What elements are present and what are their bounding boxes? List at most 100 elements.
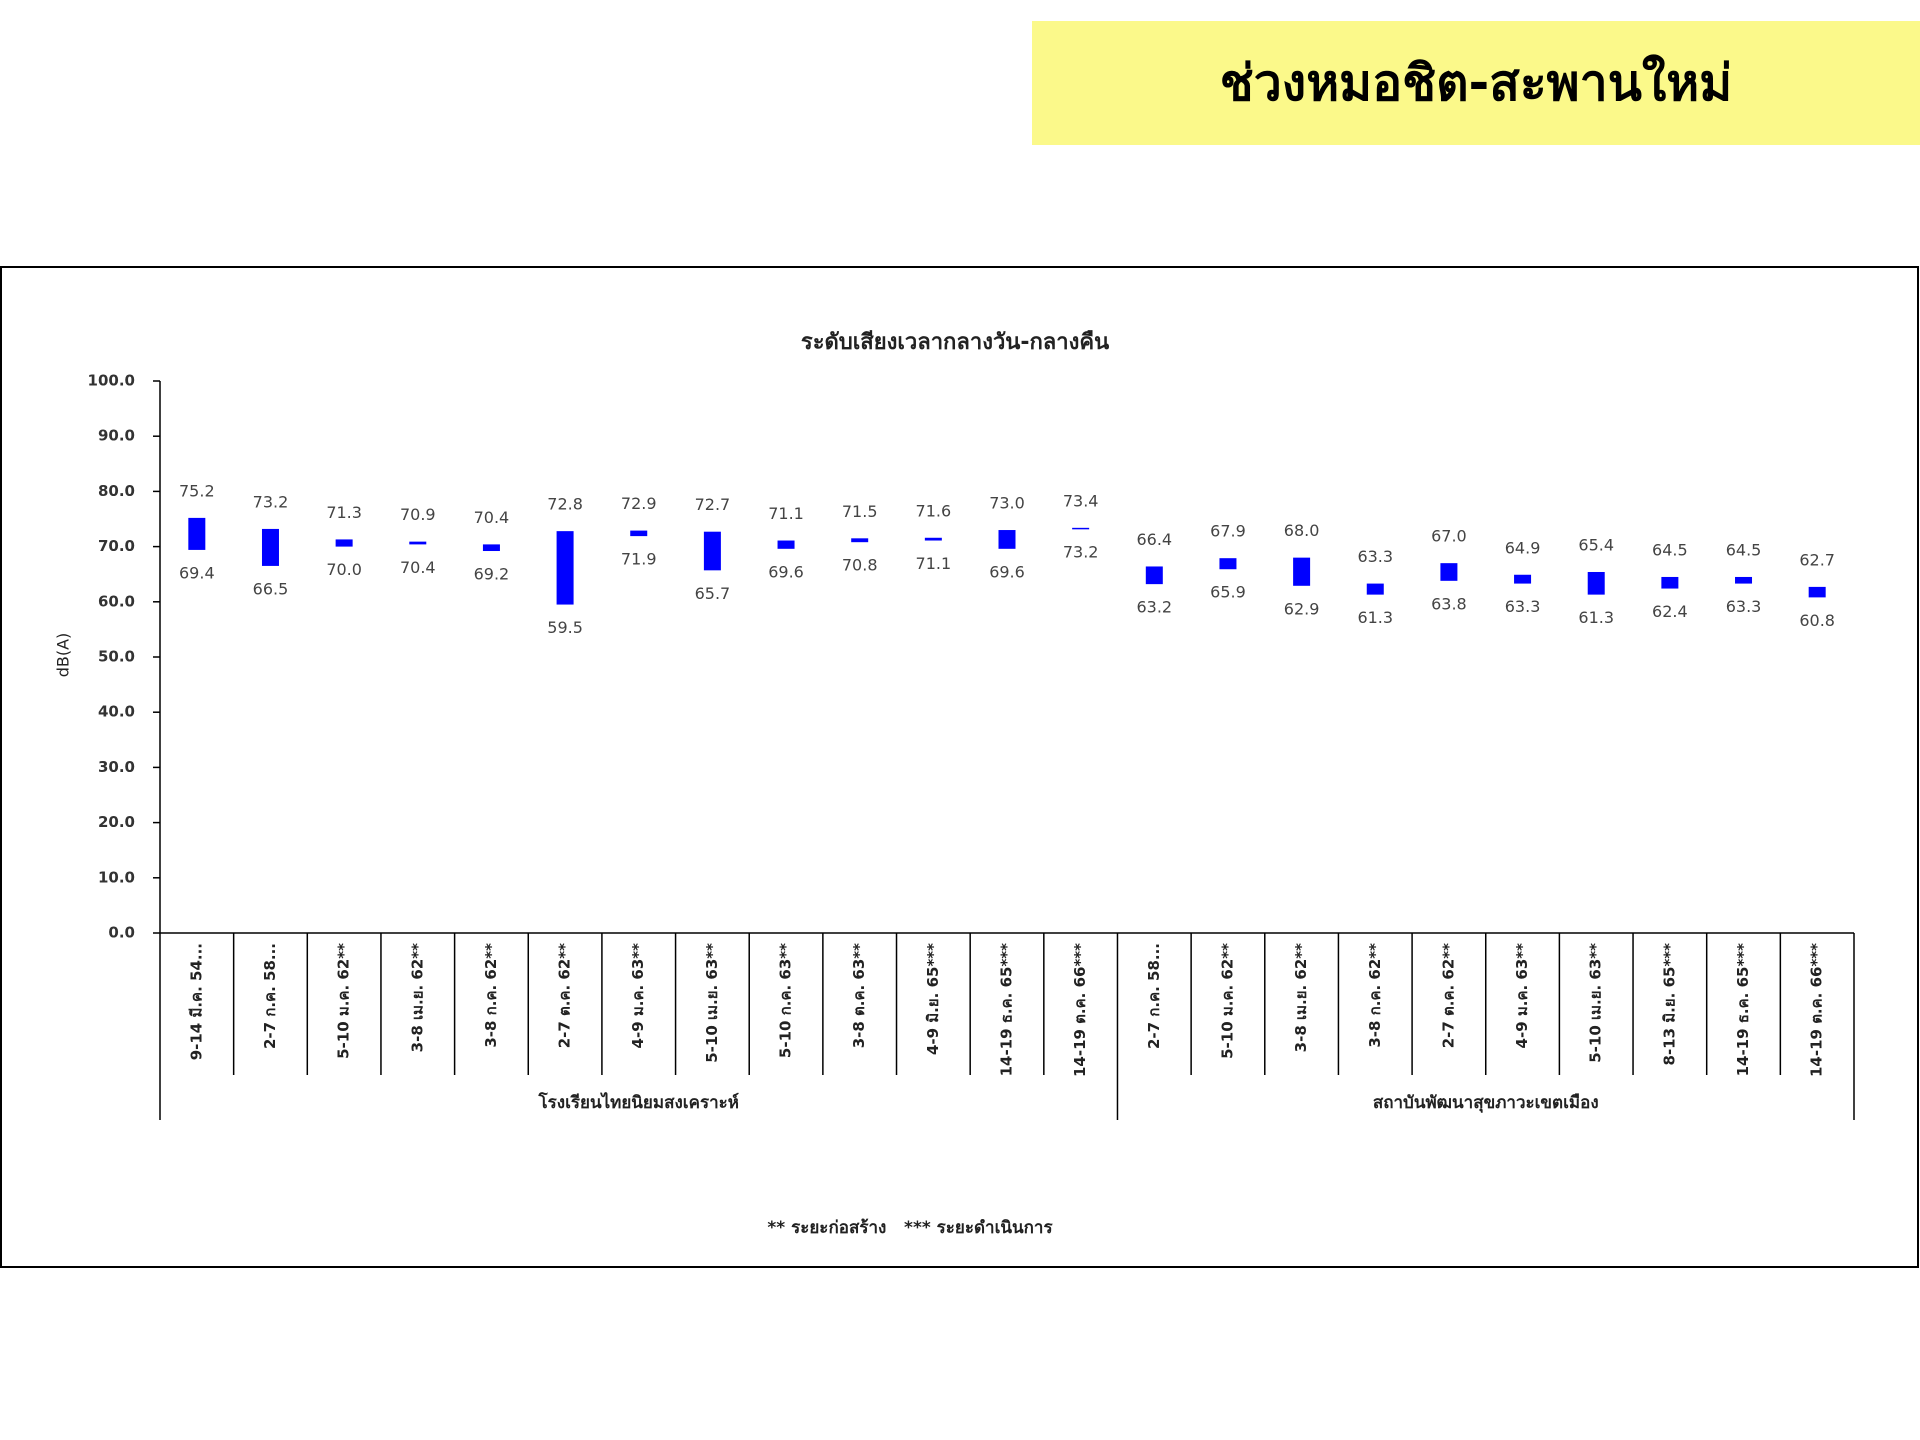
page-title: ช่วงหมอชิต-สะพานใหม่ [1219, 53, 1733, 112]
x-tick-label: 2-7 ต.ค. 62** [556, 943, 574, 1048]
range-bar [1440, 563, 1458, 581]
high-label: 68.0 [1284, 521, 1320, 540]
range-bar [1735, 576, 1753, 584]
y-tick-label: 50.0 [98, 648, 135, 666]
low-label: 69.2 [474, 565, 510, 584]
range-bar [482, 544, 500, 552]
low-label: 69.6 [768, 562, 804, 581]
high-label: 65.4 [1578, 535, 1614, 554]
low-label: 62.9 [1284, 599, 1320, 618]
range-bar [409, 541, 427, 545]
range-bar [1293, 557, 1311, 586]
high-label: 73.2 [253, 492, 289, 511]
range-bar [335, 539, 353, 547]
y-tick-label: 20.0 [98, 813, 135, 831]
low-label: 73.2 [1063, 542, 1099, 561]
range-bar [630, 530, 648, 537]
x-tick-label: 5-10 ม.ค. 62** [335, 943, 353, 1059]
legend-note: ** ระยะก่อสร้าง *** ระยะดำเนินการ [767, 1218, 1053, 1238]
group-label: สถาบันพัฒนาสุขภาวะเขตเมือง [1373, 1092, 1599, 1113]
high-label: 71.5 [842, 502, 878, 521]
x-tick-label: 3-8 ก.ค. 62** [482, 943, 500, 1048]
y-tick-label: 90.0 [98, 427, 135, 445]
range-bar [1366, 583, 1384, 595]
low-label: 71.9 [621, 550, 657, 569]
y-tick-label: 0.0 [108, 924, 135, 942]
high-label: 64.5 [1652, 540, 1688, 559]
high-label: 70.9 [400, 505, 436, 524]
range-bar [1514, 574, 1532, 584]
range-bar [998, 530, 1016, 549]
high-label: 63.3 [1357, 547, 1393, 566]
low-label: 61.3 [1357, 608, 1393, 627]
high-label: 73.0 [989, 494, 1025, 513]
range-bar [261, 528, 279, 566]
x-tick-label: 5-10 ก.ค. 63** [777, 943, 795, 1058]
low-label: 62.4 [1652, 602, 1688, 621]
low-label: 70.0 [326, 560, 362, 579]
x-tick-label: 3-8 ต.ค. 63** [850, 943, 868, 1048]
x-tick-label: 5-10 เม.ย. 63** [703, 943, 721, 1063]
high-label: 64.9 [1505, 538, 1541, 557]
high-label: 73.4 [1063, 491, 1099, 510]
high-label: 75.2 [179, 481, 215, 500]
y-tick-label: 10.0 [98, 868, 135, 886]
header-box: ช่วงหมอชิต-สะพานใหม่ [1032, 21, 1920, 145]
range-bar [703, 531, 721, 571]
low-label: 66.5 [253, 579, 289, 598]
low-label: 65.9 [1210, 583, 1246, 602]
x-tick-label: 14-19 ธ.ค. 65*** [1734, 943, 1752, 1077]
low-label: 69.4 [179, 563, 215, 582]
x-tick-label: 4-9 ม.ค. 63** [1513, 943, 1531, 1049]
high-label: 64.5 [1726, 540, 1762, 559]
x-tick-label: 2-7 ก.ค. 58... [261, 943, 279, 1049]
low-label: 70.4 [400, 558, 436, 577]
low-label: 69.6 [989, 562, 1025, 581]
range-bar [1072, 527, 1090, 530]
low-label: 63.3 [1505, 597, 1541, 616]
high-label: 72.8 [547, 495, 583, 514]
low-label: 63.8 [1431, 594, 1467, 613]
x-tick-label: 8-13 มิ.ย. 65*** [1660, 943, 1678, 1066]
x-tick-label: 9-14 มี.ค. 54... [187, 943, 205, 1060]
x-tick-label: 3-8 ก.ค. 62** [1366, 943, 1384, 1048]
range-bar [924, 537, 942, 541]
high-label: 71.6 [916, 501, 952, 520]
range-bar [1587, 571, 1605, 595]
y-tick-label: 80.0 [98, 482, 135, 500]
y-axis-label: dB(A) [54, 633, 73, 678]
range-bar [1808, 586, 1826, 598]
range-bar [1145, 566, 1163, 585]
x-tick-label: 3-8 เม.ย. 62** [408, 943, 426, 1052]
y-tick-label: 60.0 [98, 592, 135, 610]
range-bar [777, 540, 795, 549]
range-bar [1661, 576, 1679, 589]
low-label: 61.3 [1578, 608, 1614, 627]
high-label: 62.7 [1799, 550, 1835, 569]
high-label: 66.4 [1136, 530, 1172, 549]
group-label: โรงเรียนไทยนิยมสงเคราะห์ [538, 1092, 739, 1113]
low-label: 65.7 [695, 584, 731, 603]
low-label: 70.8 [842, 556, 878, 575]
low-label: 60.8 [1799, 611, 1835, 630]
y-tick-label: 40.0 [98, 703, 135, 721]
high-label: 72.7 [695, 495, 731, 514]
x-tick-label: 4-9 มิ.ย. 65*** [924, 943, 942, 1055]
range-bar [556, 531, 574, 605]
x-tick-label: 5-10 ม.ค. 62** [1218, 943, 1236, 1059]
x-tick-label: 2-7 ต.ค. 62** [1439, 943, 1457, 1048]
chart-title: ระดับเสียงเวลากลางวัน-กลางคืน [801, 330, 1109, 355]
x-tick-label: 14-19 ต.ค. 66*** [1071, 943, 1089, 1077]
y-tick-label: 70.0 [98, 537, 135, 555]
high-label: 67.0 [1431, 527, 1467, 546]
x-tick-label: 2-7 ก.ค. 58... [1145, 943, 1163, 1049]
y-tick-label: 30.0 [98, 758, 135, 776]
range-bar [188, 517, 206, 550]
low-label: 71.1 [916, 554, 952, 573]
range-bar [851, 538, 869, 543]
chart-frame [0, 266, 1919, 1268]
high-label: 72.9 [621, 494, 657, 513]
low-label: 63.2 [1136, 598, 1172, 617]
